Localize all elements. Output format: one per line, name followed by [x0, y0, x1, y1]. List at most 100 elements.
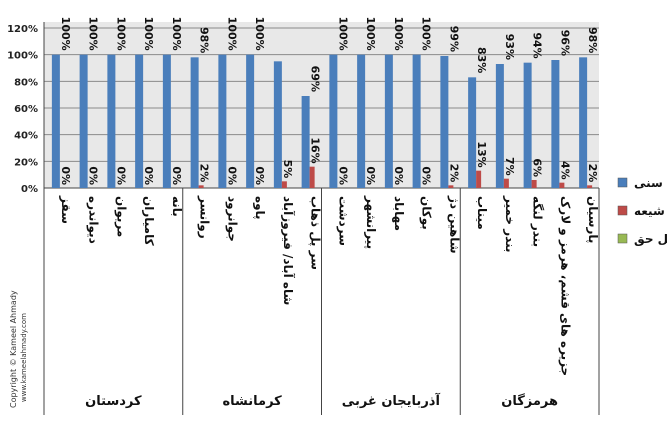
data-label-shia: 6% — [531, 158, 544, 177]
category-label: پیرانشهر — [364, 195, 378, 249]
bar-shia — [198, 185, 204, 188]
data-label-shia: 2% — [447, 164, 460, 183]
category-label: سر پل ذهاب — [309, 196, 323, 270]
bar-sunni — [246, 54, 255, 188]
bar-sunni — [218, 54, 227, 188]
copyright-block: Copyright © Kameel Ahmady www.kameelahma… — [4, 290, 38, 410]
bar-shia — [476, 170, 482, 188]
copyright-url: www.kameelahmady.com — [20, 313, 28, 402]
bar-shia — [587, 185, 593, 188]
legend-label: اهل حق — [634, 232, 667, 246]
data-label-sunni: 69% — [309, 66, 322, 92]
data-label-shia: 0% — [420, 166, 433, 185]
data-label-shia: 7% — [503, 157, 516, 176]
data-label-sunni: 94% — [531, 32, 544, 58]
legend-swatch — [617, 233, 628, 244]
category-label: سردشت — [336, 196, 350, 246]
data-label-shia: 0% — [114, 166, 127, 185]
group-label: کردستان — [85, 394, 142, 409]
bar-sunni — [523, 62, 532, 188]
category-label: شاه آباد/ فیروزآباد — [280, 196, 296, 305]
data-label-shia: 0% — [59, 166, 72, 185]
category-label: شاهین دژ — [447, 195, 461, 254]
category-label: مریوان — [113, 196, 128, 237]
data-label-shia: 16% — [309, 137, 322, 163]
category-label: میناب — [475, 196, 489, 230]
bar-sunni — [107, 54, 116, 188]
bar-shia — [503, 178, 509, 188]
category-label: بوکان — [419, 196, 434, 230]
y-tick-label: 80% — [14, 77, 38, 88]
bar-shia — [309, 166, 315, 188]
data-label-shia: 0% — [225, 166, 238, 185]
data-label-sunni: 100% — [142, 17, 155, 51]
data-label-sunni: 100% — [392, 17, 405, 51]
y-tick-label: 0% — [21, 184, 38, 195]
data-label-shia: 13% — [475, 141, 488, 167]
y-tick-label: 40% — [14, 131, 38, 142]
data-label-shia: 0% — [392, 166, 405, 185]
data-label-shia: 0% — [253, 166, 266, 185]
data-label-shia: 2% — [198, 164, 211, 183]
data-label-sunni: 96% — [558, 30, 571, 56]
copyright-text: Copyright © Kameel Ahmady — [9, 290, 18, 408]
data-label-sunni: 100% — [420, 17, 433, 51]
category-label: بندر خمیر — [503, 195, 517, 252]
legend-swatch — [617, 205, 628, 216]
bar-sunni — [135, 54, 144, 188]
bar-shia — [531, 180, 537, 188]
bar-sunni — [440, 56, 449, 188]
y-tick-label: 20% — [14, 157, 38, 168]
data-label-sunni: 100% — [336, 17, 349, 51]
category-label: بانه — [170, 196, 184, 217]
y-tick-label: 60% — [14, 104, 38, 115]
data-label-sunni: 100% — [114, 17, 127, 51]
data-label-sunni: 100% — [59, 17, 72, 51]
bar-shia — [559, 182, 565, 188]
data-label-sunni: 99% — [447, 26, 460, 52]
data-label-sunni: 93% — [503, 34, 516, 60]
bar-sunni — [301, 96, 310, 188]
data-label-sunni: 100% — [364, 17, 377, 51]
bar-sunni — [329, 54, 338, 188]
bar-shia — [281, 181, 287, 188]
legend-label: شیعه — [634, 204, 665, 218]
bar-shia — [448, 185, 454, 188]
category-label: جزیره های قشم، هرمز و لارک — [557, 196, 572, 376]
bar-sunni — [551, 60, 560, 188]
category-label: بندر لنگه — [531, 196, 545, 247]
data-label-shia: 0% — [87, 166, 100, 185]
legend-label: سنی — [634, 176, 663, 190]
data-label-shia: 0% — [170, 166, 183, 185]
y-tick-label: 120% — [7, 24, 38, 35]
category-label: دیواندره — [86, 196, 101, 244]
data-label-shia: 5% — [281, 160, 294, 179]
data-label-shia: 0% — [142, 166, 155, 185]
data-label-sunni: 100% — [87, 17, 100, 51]
legend-swatch — [617, 177, 628, 188]
bar-sunni — [357, 54, 366, 188]
bar-sunni — [579, 57, 588, 189]
category-label: جوانرود — [224, 196, 239, 242]
bar-sunni — [384, 54, 393, 188]
data-label-sunni: 98% — [586, 27, 599, 53]
bar-sunni — [495, 64, 504, 188]
category-label: پارسیان — [586, 196, 600, 243]
data-label-sunni: 98% — [198, 27, 211, 53]
data-label-sunni: 100% — [170, 17, 183, 51]
category-label: سقز — [59, 195, 73, 224]
data-label-sunni: 100% — [225, 17, 238, 51]
group-label: کرمانشاه — [223, 394, 283, 409]
group-label: آذربایجان غربی — [342, 392, 441, 409]
category-label: کامیاران — [142, 196, 156, 246]
bar-sunni — [412, 54, 421, 188]
data-label-shia: 2% — [586, 164, 599, 183]
bar-sunni — [162, 54, 171, 188]
category-label: پاوه — [252, 196, 267, 220]
bar-sunni — [190, 57, 199, 189]
data-label-shia: 0% — [336, 166, 349, 185]
bar-sunni — [273, 61, 282, 189]
data-label-sunni: 83% — [475, 47, 488, 73]
